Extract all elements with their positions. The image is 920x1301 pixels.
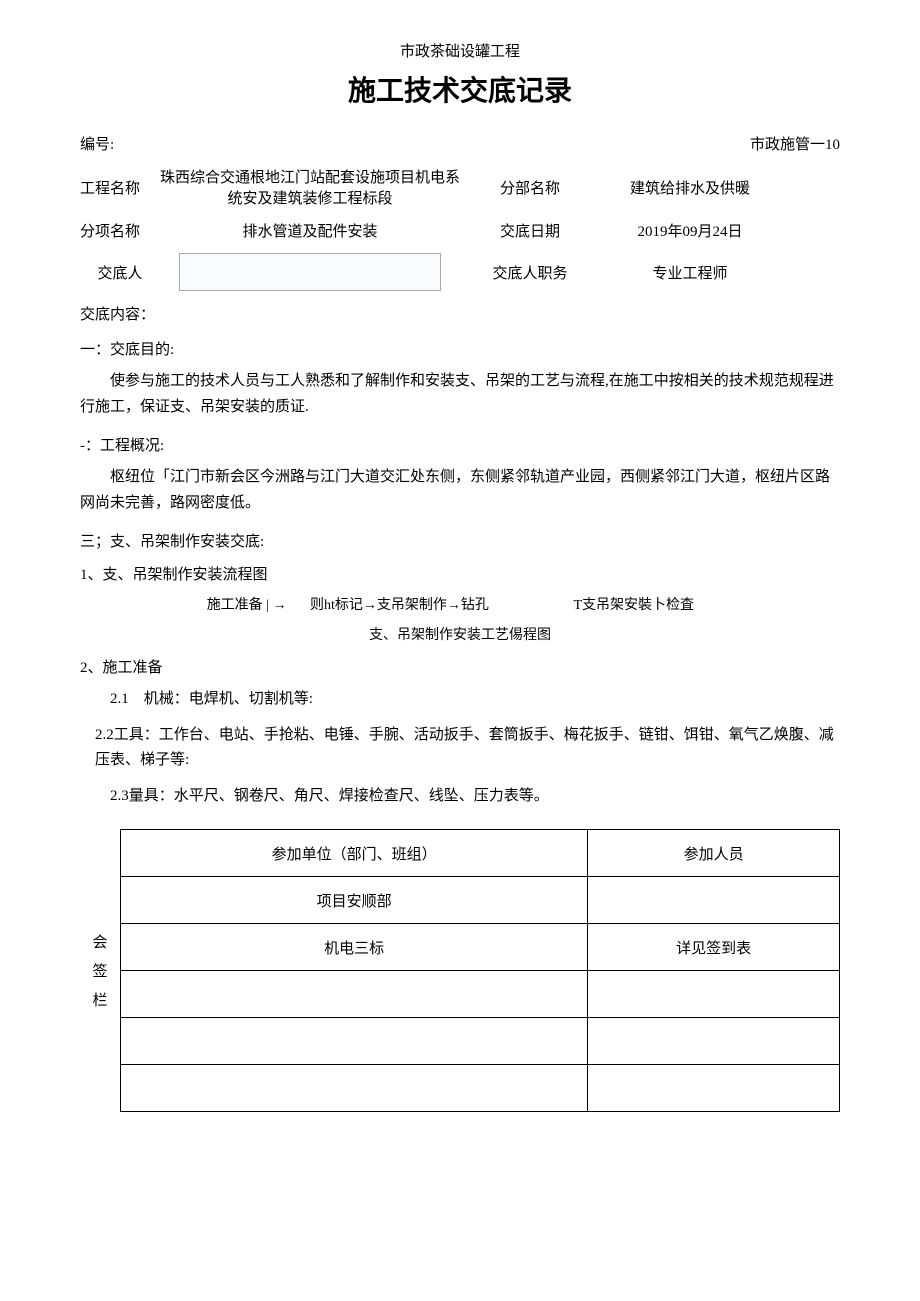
- sign-vlabel-2: 栏: [92, 989, 107, 1010]
- flow-mid: 则ht标记→支吊架制作→钻孔: [310, 594, 530, 614]
- flow-right: T支吊架安裝卜检査: [574, 594, 754, 614]
- subitem-row: 分项名称 排水管道及配件安装 交底日期 2019年09月24日: [80, 220, 840, 241]
- table-row: [121, 1065, 840, 1112]
- project-name-value: 珠西综合交通根地江门站配套设施项目机电系统安及建筑装修工程标段: [160, 166, 460, 208]
- flow-left: 施工准备 | →: [167, 594, 287, 614]
- sign-table-header-row: 参加单位（部门、班组） 参加人员: [121, 830, 840, 877]
- project-row: 工程名称 珠西综合交通根地江门站配套设施项目机电系统安及建筑装修工程标段 分部名…: [80, 166, 840, 208]
- disclose-date-value: 2019年09月24日: [600, 220, 780, 241]
- disclose-date-label: 交底日期: [460, 220, 600, 241]
- document-category: 市政茶础设罐工程: [80, 40, 840, 61]
- discloser-input-cell: [160, 253, 460, 291]
- sign-table: 参加单位（部门、班组） 参加人员 项目安顺部 机电三标 详见签到表: [120, 829, 840, 1112]
- discloser-label: 交底人: [80, 262, 160, 283]
- sign-vertical-label: 会 签 栏: [80, 829, 120, 1112]
- sign-cell-unit: [121, 1065, 588, 1112]
- sub-item-value: 排水管道及配件安装: [160, 220, 460, 241]
- sub-item-21: 2.1 机械：电焊机、切割机等:: [110, 687, 840, 713]
- number-value: 市政施管一10: [750, 133, 840, 154]
- discloser-role-value: 专业工程师: [600, 262, 780, 283]
- discloser-input[interactable]: [179, 253, 441, 291]
- table-row: 机电三标 详见签到表: [121, 924, 840, 971]
- sign-cell-person: [588, 1018, 840, 1065]
- discloser-role-label: 交底人职务: [460, 262, 600, 283]
- table-row: [121, 971, 840, 1018]
- table-row: 项目安顺部: [121, 877, 840, 924]
- sign-cell-person: [588, 971, 840, 1018]
- document-title: 施工技术交底记录: [80, 69, 840, 109]
- table-row: [121, 1018, 840, 1065]
- section-name-value: 建筑给排水及供暖: [600, 177, 780, 198]
- section-name-label: 分部名称: [460, 177, 600, 198]
- number-label: 编号:: [80, 133, 114, 154]
- sign-cell-person: [588, 877, 840, 924]
- number-row: 编号: 市政施管一10: [80, 133, 840, 154]
- flow-caption: 支、吊架制作安装工艺㑥程图: [80, 624, 840, 644]
- section1-heading: 一：交底目的:: [80, 338, 840, 359]
- project-name-label: 工程名称: [80, 177, 160, 198]
- discloser-row: 交底人 交底人职务 专业工程师: [80, 253, 840, 291]
- sign-cell-unit: 机电三标: [121, 924, 588, 971]
- sub-item-22: 2.2工具：工作台、电站、手抢粘、电锤、手腕、活动扳手、套筒扳手、梅花扳手、链钳…: [95, 723, 840, 774]
- sign-cell-person: [588, 1065, 840, 1112]
- section2-para: 枢纽位「江门市新会区今洲路与江门大道交汇处东侧，东侧紧邻轨道产业园，西侧紧邻江门…: [80, 465, 840, 516]
- section1-para: 使参与施工的技术人员与工人熟悉和了解制作和安装支、吊架的工艺与流程,在施工中按相…: [80, 369, 840, 420]
- sign-vlabel-1: 签: [92, 960, 107, 981]
- sign-cell-unit: [121, 971, 588, 1018]
- section2-heading: -：工程概况:: [80, 434, 840, 455]
- sub-item-label: 分项名称: [80, 220, 160, 241]
- flow-line: 施工准备 | → 则ht标记→支吊架制作→钻孔 T支吊架安裝卜检査: [80, 594, 840, 614]
- content-label: 交底内容：: [80, 303, 840, 324]
- item1-heading: 1、支、吊架制作安装流程图: [80, 563, 840, 584]
- sub-item-23: 2.3量具：水平尺、钢卷尺、角尺、焊接检查尺、线坠、压力表等。: [110, 784, 840, 810]
- sign-cell-unit: [121, 1018, 588, 1065]
- sign-section: 会 签 栏 参加单位（部门、班组） 参加人员 项目安顺部 机电三标 详见签到表: [80, 829, 840, 1112]
- sign-cell-person: 详见签到表: [588, 924, 840, 971]
- sign-header-person: 参加人员: [588, 830, 840, 877]
- sign-header-unit: 参加单位（部门、班组）: [121, 830, 588, 877]
- section3-heading: 三；支、吊架制作安装交底:: [80, 530, 840, 551]
- sign-cell-unit: 项目安顺部: [121, 877, 588, 924]
- item2-heading: 2、施工准备: [80, 656, 840, 677]
- sign-vlabel-0: 会: [92, 931, 107, 952]
